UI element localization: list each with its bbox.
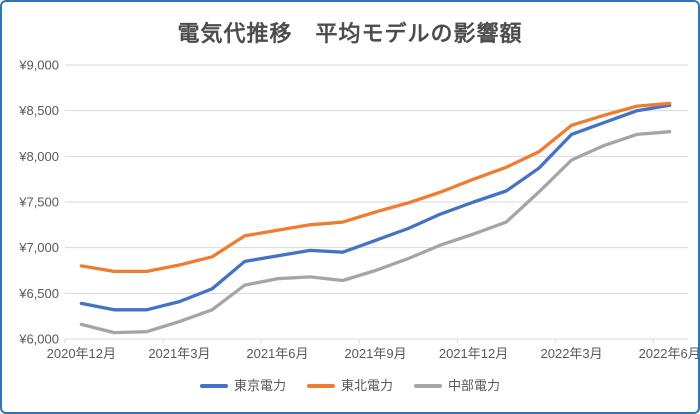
legend-label: 東北電力 <box>340 378 393 393</box>
legend-label: 東京電力 <box>233 378 286 393</box>
legend-item-tohoku-denryoku: 東北電力 <box>306 378 393 394</box>
x-tick-label: 2021年6月 <box>246 346 308 361</box>
x-tick-label: 2022年6月 <box>639 346 700 361</box>
x-tick-label: 2021年12月 <box>439 346 508 361</box>
x-tick-label: 2022年3月 <box>541 346 603 361</box>
series-line-東京電力 <box>79 103 672 312</box>
y-tick-label: ¥7,000 <box>18 240 59 255</box>
legend-item-tokyo-denryoku: 東京電力 <box>199 378 286 394</box>
series-line-中部電力 <box>79 130 672 335</box>
y-tick-label: ¥9,000 <box>18 58 59 73</box>
line-swatch-icon <box>199 384 228 388</box>
line-swatch-icon <box>414 384 442 388</box>
legend-item-chubu-denryoku: 中部電力 <box>414 378 500 394</box>
x-tick-label: 2021年9月 <box>344 346 406 361</box>
y-tick-label: ¥8,000 <box>18 149 59 164</box>
x-tick-label: 2020年12月 <box>47 346 116 361</box>
line-swatch-icon <box>306 384 335 388</box>
series-line-東北電力 <box>79 101 672 274</box>
y-tick-label: ¥6,000 <box>18 332 59 347</box>
chart-title: 電気代推移 平均モデルの影響額 <box>177 21 523 46</box>
y-tick-label: ¥7,500 <box>18 195 59 210</box>
legend-label: 中部電力 <box>448 378 501 393</box>
y-tick-label: ¥8,500 <box>18 103 59 118</box>
x-tick-label: 2021年3月 <box>148 346 210 361</box>
legend: 東京電力 東北電力 中部電力 <box>2 378 698 394</box>
y-tick-label: ¥6,500 <box>18 286 59 301</box>
